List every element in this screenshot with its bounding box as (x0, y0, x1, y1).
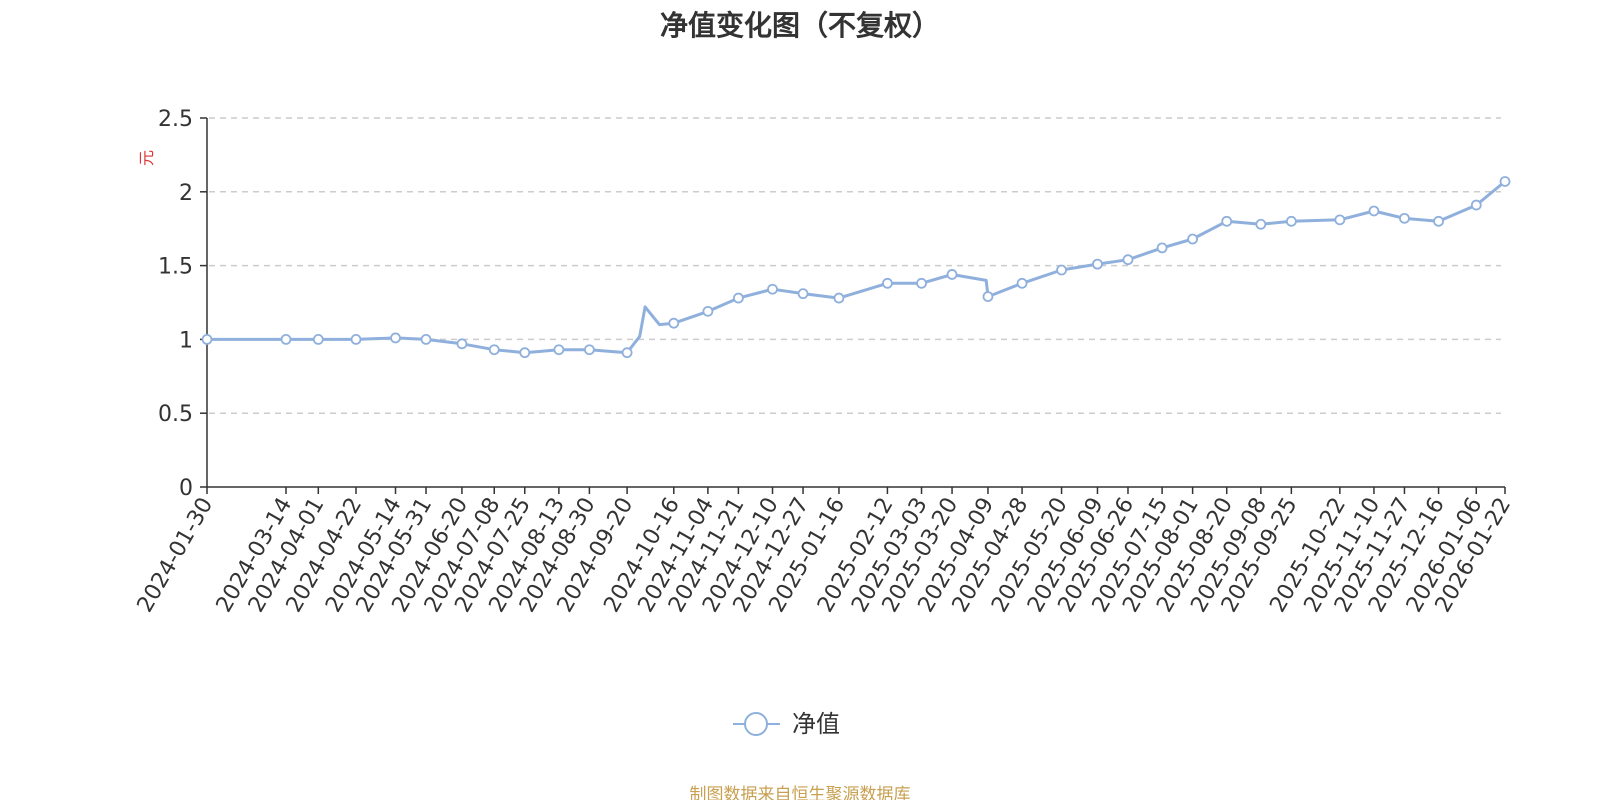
data-point[interactable] (797, 288, 809, 300)
axes (200, 117, 1506, 494)
data-point[interactable] (488, 344, 500, 356)
y-tick-label: 1.5 (158, 255, 193, 280)
data-point[interactable] (621, 347, 633, 359)
chart-title: 净值变化图（不复权） (659, 9, 940, 42)
data-point[interactable] (553, 344, 565, 356)
data-point[interactable] (733, 292, 744, 304)
data-point[interactable] (668, 317, 680, 329)
y-tick-label: 0 (179, 476, 193, 501)
data-point[interactable] (1092, 258, 1103, 270)
x-tick-label: 2024-01-30 (133, 494, 219, 617)
data-point[interactable] (1016, 277, 1028, 289)
legend-circle-icon (744, 712, 768, 736)
y-tick-label: 2 (179, 181, 193, 206)
data-point[interactable] (916, 277, 927, 289)
data-point[interactable] (982, 291, 994, 302)
legend-item-label: 净值 (792, 710, 840, 738)
data-point[interactable] (1499, 176, 1511, 187)
data-point[interactable] (1368, 205, 1380, 217)
data-point[interactable] (1187, 233, 1199, 245)
data-point[interactable] (350, 333, 362, 345)
y-tick-label: 2.5 (158, 107, 193, 132)
data-point[interactable] (1399, 212, 1410, 224)
data-point[interactable] (946, 269, 958, 280)
legend[interactable]: 净值 (733, 710, 840, 738)
series-markers (201, 176, 1511, 359)
data-point[interactable] (882, 277, 893, 289)
series-line-nav (207, 180, 1506, 355)
data-source-note: 制图数据来自恒生聚源数据库 (689, 785, 911, 800)
data-point[interactable] (767, 283, 778, 295)
data-point[interactable] (312, 333, 324, 345)
y-tick-label: 1 (179, 328, 193, 353)
data-point[interactable] (1433, 215, 1444, 227)
data-point[interactable] (1122, 254, 1134, 266)
data-point[interactable] (280, 333, 292, 345)
y-axis-label: 元 (137, 150, 156, 166)
data-point[interactable] (420, 333, 432, 345)
data-point[interactable] (1285, 215, 1297, 227)
data-point[interactable] (1156, 242, 1168, 254)
series-lines (207, 180, 1506, 355)
data-point[interactable] (519, 347, 531, 359)
data-point[interactable] (583, 344, 595, 356)
data-point[interactable] (1056, 264, 1067, 276)
data-point[interactable] (702, 305, 714, 317)
data-point[interactable] (1334, 214, 1346, 226)
x-tick-labels: 2024-01-302024-03-142024-04-012024-04-22… (133, 494, 1517, 617)
data-point[interactable] (1255, 218, 1267, 230)
y-tick-labels: 0 0.5 1 1.5 2 2.5 (158, 107, 193, 501)
data-point[interactable] (201, 333, 213, 345)
data-point[interactable] (390, 332, 401, 344)
data-point[interactable] (833, 292, 845, 304)
grid-lines (209, 117, 1501, 414)
data-point[interactable] (456, 338, 468, 350)
y-tick-label: 0.5 (158, 402, 193, 427)
data-point[interactable] (1221, 215, 1233, 227)
data-point[interactable] (1470, 199, 1482, 211)
